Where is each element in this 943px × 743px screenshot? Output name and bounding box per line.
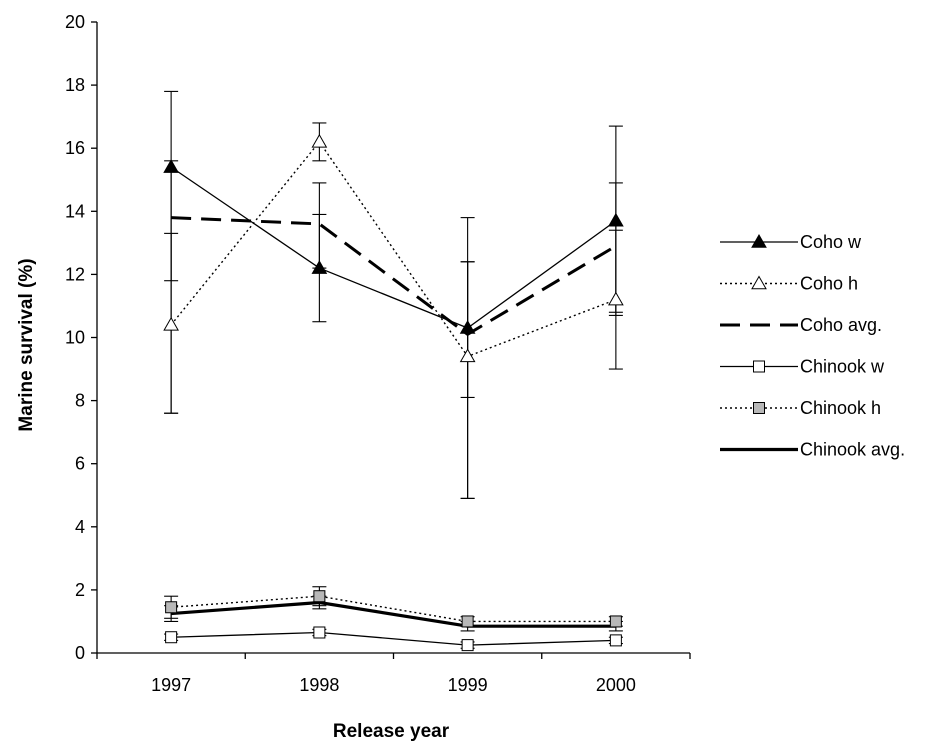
x-axis-title: Release year [333,721,450,742]
chinook-avg-line [171,600,616,628]
y-tick-label: 8 [75,391,85,411]
chinook-h-point [165,601,178,614]
legend-coho-h-marker [751,275,767,290]
chinook-h-point [461,615,474,628]
y-tick-label: 16 [65,138,85,158]
chinook-h-point [313,590,326,603]
x-tick-label: 1999 [448,675,488,695]
legend-coho-h-label: Coho h [800,274,858,294]
coho-h-point [163,316,179,331]
x-tick-label: 1998 [299,675,339,695]
coho-w-point [459,320,476,334]
axes: 0 2 4 6 8 10 12 14 16 18 20 1997 1998 1999 2000 [65,12,691,695]
legend-chinook-w-marker [753,360,765,373]
x-tick-label: 1997 [151,675,191,695]
legend-coho-avg-label: Coho avg. [800,315,882,335]
coho-h-point [311,133,328,148]
coho-w-point [311,260,328,274]
chinook-w-point [165,631,178,644]
coho-h-point [459,348,476,363]
y-tick-label: 14 [65,201,85,221]
y-tick-label: 6 [75,454,85,474]
coho-w-point [163,159,179,173]
chinook-w-line [171,631,616,646]
coho-h-point [608,291,624,306]
legend-chinook-w-label: Chinook w [800,357,885,377]
legend-chinook-avg-label: Chinook avg. [800,440,905,460]
chinook-w-point [461,639,474,652]
y-tick-label: 18 [65,75,85,95]
coho-avg-line [171,216,617,337]
y-tick-label: 10 [65,328,85,348]
series-markers [163,133,624,652]
y-tick-label: 20 [65,12,85,32]
legend-coho-w-marker [751,233,767,248]
y-tick-label: 12 [65,264,85,284]
coho-w-point [608,212,624,227]
error-bars [164,90,623,649]
series-lines [170,140,617,646]
chinook-h-point [609,615,622,628]
chinook-w-point [609,634,622,647]
legend-coho-w-label: Coho w [800,232,862,252]
x-tick-label: 2000 [596,675,636,695]
chinook-w-point [313,626,326,639]
y-tick-label: 2 [75,580,85,600]
legend-chinook-h-label: Chinook h [800,398,881,418]
legend-chinook-h-marker [753,402,765,414]
coho-h-line [170,140,617,358]
y-axis-title: Marine survival (%) [16,258,37,431]
legend: Coho w Coho h Coho avg. Chinook w Chinook h C… [720,232,905,460]
y-tick-label: 0 [75,643,85,663]
coho-w-line [170,166,617,329]
y-tick-label: 4 [75,517,85,537]
